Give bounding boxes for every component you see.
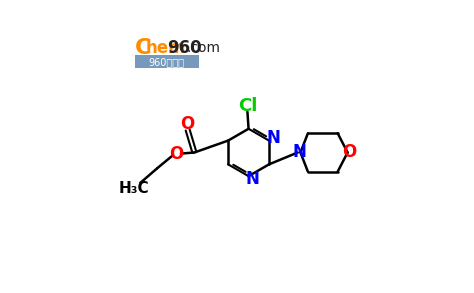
Text: Cl: Cl — [238, 97, 257, 115]
Text: hem: hem — [146, 39, 186, 57]
Text: N: N — [246, 170, 260, 188]
Text: O: O — [180, 115, 194, 133]
FancyBboxPatch shape — [135, 55, 199, 68]
Text: N: N — [292, 144, 306, 161]
Text: O: O — [169, 145, 183, 163]
Text: O: O — [342, 144, 356, 161]
Text: N: N — [266, 130, 280, 147]
Text: C: C — [135, 38, 151, 57]
Text: 960化工网: 960化工网 — [149, 57, 185, 67]
Text: H₃C: H₃C — [118, 181, 149, 196]
Text: .com: .com — [186, 40, 220, 54]
Text: 960: 960 — [167, 39, 202, 57]
